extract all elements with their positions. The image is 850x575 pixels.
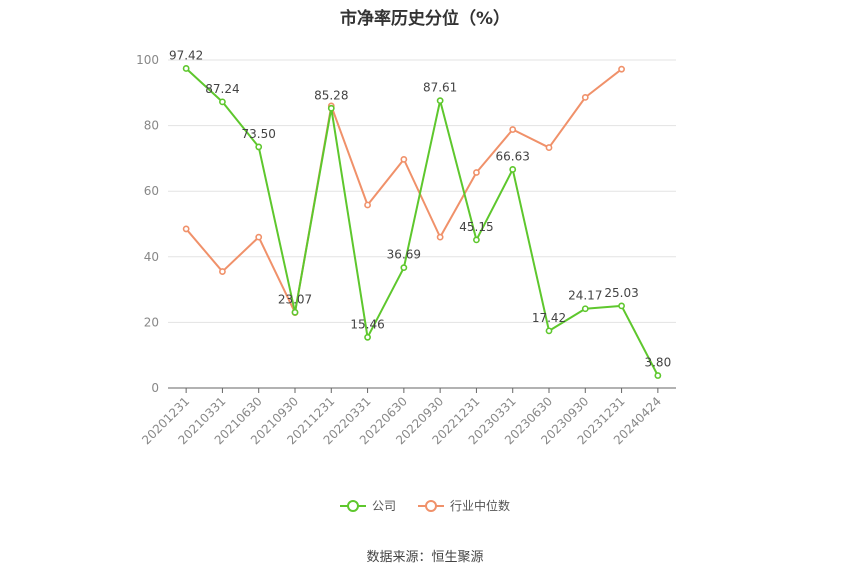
data-label: 25.03: [604, 286, 638, 300]
data-point: [545, 144, 553, 151]
data-point: [400, 155, 408, 163]
data-point: [473, 169, 480, 176]
legend-label: 公司: [371, 499, 396, 513]
data-point: [618, 65, 625, 73]
data-point: [473, 236, 480, 244]
data-point: [364, 333, 371, 341]
data-point: [581, 93, 589, 101]
data-label: 23.07: [278, 292, 312, 306]
data-label: 24.17: [568, 289, 602, 303]
data-label: 36.69: [387, 248, 421, 262]
data-label: 87.24: [205, 82, 239, 96]
data-label: 87.61: [423, 81, 457, 95]
data-source-note: 数据来源：恒生聚源: [366, 550, 484, 565]
y-tick-label: 60: [144, 184, 159, 198]
chart-title: 市净率历史分位（%）: [339, 9, 511, 29]
data-label: 45.15: [459, 220, 493, 234]
y-tick-label: 0: [151, 381, 159, 395]
y-tick-label: 20: [144, 315, 159, 329]
data-point: [182, 65, 190, 72]
data-point: [291, 308, 299, 316]
data-point: [436, 233, 444, 241]
data-point: [436, 97, 444, 105]
data-point: [545, 327, 553, 335]
legend: 公司 行业中位数: [0, 497, 850, 514]
data-label: 66.63: [496, 149, 530, 163]
line-chart: 0204060801002020123120210331202106302021…: [136, 48, 676, 447]
legend-marker-icon: [418, 499, 444, 512]
data-point: [618, 302, 625, 310]
data-label: 73.50: [242, 127, 276, 141]
data-point: [255, 143, 263, 151]
legend-marker-icon: [339, 499, 366, 512]
data-point: [509, 126, 517, 133]
data-point: [219, 98, 226, 106]
y-tick-label: 40: [144, 250, 159, 264]
series-line: [185, 67, 659, 376]
legend-item[interactable]: 公司: [339, 497, 396, 514]
data-point: [182, 225, 190, 233]
data-point: [364, 201, 371, 209]
data-point: [581, 305, 589, 313]
data-label: 15.46: [350, 317, 384, 331]
data-label: 85.28: [314, 88, 348, 102]
legend-label: 行业中位数: [450, 499, 511, 513]
data-point: [219, 268, 226, 275]
data-point: [327, 104, 335, 112]
data-label: 3.80: [644, 356, 671, 370]
y-tick-label: 100: [136, 53, 159, 67]
legend-item[interactable]: 行业中位数: [418, 497, 510, 514]
data-label: 97.42: [169, 48, 203, 62]
data-point: [400, 264, 408, 272]
data-point: [255, 233, 263, 241]
data-point: [509, 166, 517, 173]
y-tick-label: 80: [144, 119, 159, 133]
data-point: [654, 372, 662, 379]
data-label: 17.42: [532, 311, 566, 325]
